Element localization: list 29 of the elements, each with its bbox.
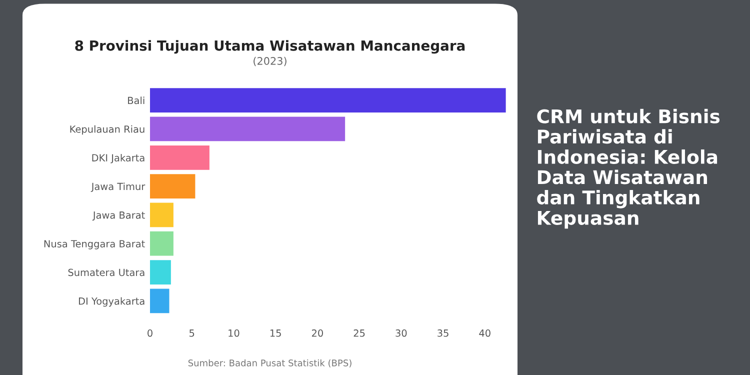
x-tick-label: 25 [354,329,365,337]
y-tick-label: Sumatera Utara [68,268,144,276]
bar [150,231,174,256]
y-tick-label: DI Yogyakarta [78,297,144,307]
text: CRM untuk Bisnis Pariwisata di Indonesia: Kelola Data Wisatawan dan Tingkatkan Kepuasan [537,108,720,229]
bar [150,202,174,228]
bar [150,88,506,112]
bar [150,260,171,284]
x-tick-label: 40 [479,329,490,337]
bar [150,145,210,170]
bar [150,288,170,314]
bar [150,116,346,142]
x-tick-label: 30 [396,329,407,337]
chart-subtitle: (2023) [254,56,286,66]
x-tick-label: 0 [148,329,152,337]
y-tick-label: Jawa Timur [90,182,146,192]
y-tick-label: Kepulauan Riau [70,125,144,135]
x-tick-label: 15 [270,330,281,337]
y-tick-label: Bali [128,96,144,104]
x-tick-label: 10 [228,329,240,337]
y-tick-label: Jawa Barat [92,212,145,221]
x-tick-label: 20 [312,329,323,337]
y-tick-label: DKI Jakarta [92,154,144,164]
x-tick-label: 5 [190,330,194,337]
bar [150,174,196,198]
chart-title: 8 Provinsi Tujuan Utama Wisatawan Mancanegara [75,40,465,54]
text: Sumber: Badan Pusat Statistik (BPS) [188,359,352,368]
y-tick-label: Nusa Tenggara Barat [44,240,145,250]
x-tick-label: 35 [438,329,448,337]
